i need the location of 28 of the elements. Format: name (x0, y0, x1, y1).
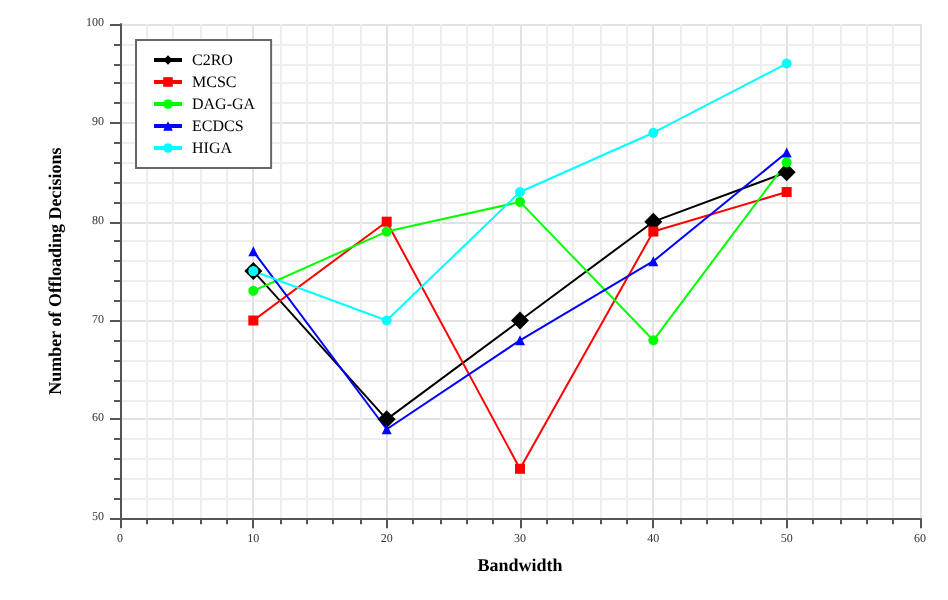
point (781, 58, 792, 69)
legend-label: MCSC (192, 73, 237, 91)
point (781, 147, 792, 158)
y-axis-title: Number of Offloading Decisions (45, 146, 66, 395)
point (781, 187, 792, 198)
point (648, 335, 659, 346)
point (248, 246, 259, 257)
point (515, 463, 525, 474)
point (648, 226, 659, 237)
x-axis-title: Bandwidth (477, 555, 563, 575)
point (648, 127, 659, 138)
legend-label: HIGA (192, 139, 233, 157)
point (515, 196, 525, 207)
point (781, 157, 792, 168)
point (377, 410, 396, 429)
point (381, 315, 392, 326)
point (648, 256, 659, 267)
point (515, 335, 525, 346)
point (381, 216, 392, 227)
point (381, 424, 392, 435)
point (381, 226, 392, 237)
legend-label: ECDCS (192, 117, 244, 135)
point (511, 311, 529, 330)
legend-label: C2RO (192, 51, 234, 69)
point (248, 285, 259, 296)
point (248, 315, 259, 326)
legend-label: DAG-GA (192, 95, 256, 113)
point (515, 187, 525, 198)
